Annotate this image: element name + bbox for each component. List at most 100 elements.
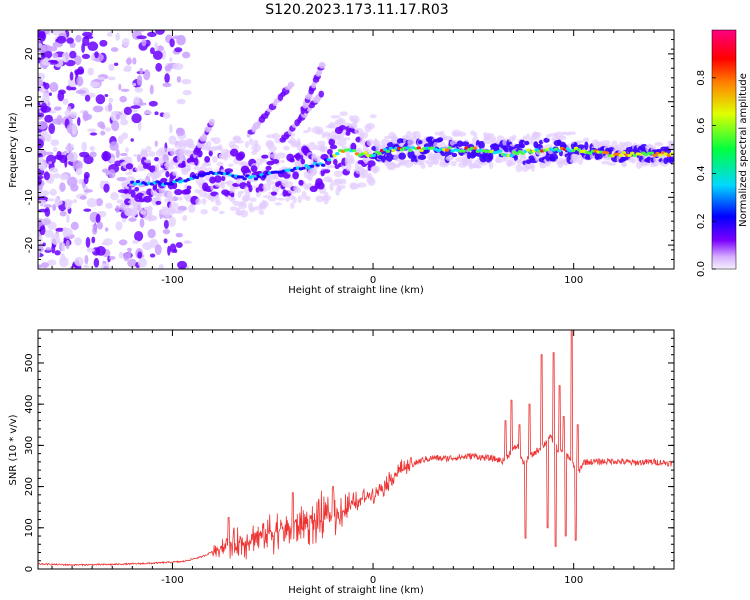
heatmap-noise-blob	[173, 248, 178, 253]
heatmap-noise-blob	[139, 218, 145, 228]
heatmap-band-blob	[669, 156, 674, 162]
heatmap-noise-blob	[164, 73, 170, 84]
heatmap-halo-blob	[276, 152, 286, 159]
heatmap-noise-blob	[95, 198, 104, 207]
heatmap-halo-blob	[297, 195, 303, 204]
heatmap-noise-blob	[111, 120, 120, 132]
heatmap-noise-blob	[39, 225, 46, 236]
colorbar-tick-label: 0.4	[696, 165, 707, 181]
heatmap-core-blob	[301, 166, 306, 170]
heatmap-halo-blob	[490, 136, 497, 142]
heatmap-noise-blob	[49, 82, 59, 93]
heatmap-band-blob	[329, 144, 338, 150]
heatmap-noise-blob	[44, 229, 54, 238]
heatmap-noise-blob	[181, 51, 191, 59]
heatmap-halo-blob	[339, 178, 347, 185]
heatmap-noise-blob	[49, 167, 59, 173]
colorbar-label: Normalized spectral amplitude	[738, 73, 749, 227]
heatmap-noise-blob	[116, 176, 128, 182]
heatmap-halo-blob	[530, 163, 535, 172]
heatmap-halo-blob	[495, 155, 505, 163]
heatmap-core-blob	[250, 174, 256, 178]
x-tick-label: 0	[370, 575, 376, 586]
heatmap-noise-blob	[115, 205, 120, 213]
heatmap-noise-blob	[79, 195, 87, 200]
heatmap-halo-blob	[307, 177, 313, 181]
heatmap-band-blob	[237, 151, 246, 160]
heatmap-halo-blob	[177, 196, 184, 201]
heatmap-halo-blob	[229, 206, 238, 212]
heatmap-noise-blob	[38, 78, 44, 88]
heatmap-noise-blob	[147, 31, 157, 38]
heatmap-noise-blob	[40, 106, 52, 113]
heatmap-halo-blob	[125, 171, 133, 176]
heatmap-halo-blob	[359, 131, 369, 139]
heatmap-halo-blob	[201, 197, 207, 205]
heatmap-noise-blob	[94, 51, 99, 59]
heatmap-halo-blob	[145, 145, 152, 153]
heatmap-halo-blob	[325, 164, 335, 169]
heatmap-halo-blob	[140, 149, 148, 158]
heatmap-noise-blob	[77, 117, 81, 126]
heatmap-band-blob	[270, 191, 278, 196]
heatmap-core-blob	[309, 164, 315, 168]
heatmap-band-blob	[398, 152, 406, 160]
heatmap-band-blob	[272, 159, 280, 164]
heatmap-halo-blob	[444, 162, 451, 166]
heatmap-halo-blob	[315, 126, 324, 136]
heatmap-halo-blob	[133, 153, 138, 157]
heatmap-core-blob	[405, 146, 410, 150]
heatmap-noise-blob	[119, 113, 127, 121]
heatmap-noise-blob	[48, 59, 58, 63]
heatmap-core-blob	[189, 177, 194, 181]
x-tick-label: 100	[564, 275, 583, 286]
heatmap-core-blob	[408, 148, 413, 152]
heatmap-halo-blob	[249, 197, 257, 203]
heatmap-halo-blob	[224, 149, 232, 159]
heatmap-halo-blob	[413, 130, 421, 140]
heatmap-halo-blob	[232, 186, 239, 190]
heatmap-noise-blob	[104, 227, 109, 232]
heatmap-noise-blob	[92, 105, 104, 113]
heatmap-halo-blob	[512, 134, 517, 141]
heatmap-band-blob	[594, 152, 603, 160]
heatmap-halo-blob	[285, 195, 290, 203]
heatmap-noise-blob	[43, 82, 50, 90]
heatmap-noise-blob	[110, 191, 119, 201]
heatmap-noise-blob	[54, 250, 61, 256]
heatmap-halo-blob	[184, 168, 190, 172]
heatmap-halo-blob	[239, 209, 249, 218]
heatmap-noise-blob	[142, 241, 153, 251]
heatmap-noise-blob	[43, 171, 51, 181]
heatmap-band-blob	[130, 189, 136, 198]
heatmap-noise-blob	[38, 115, 42, 121]
heatmap-halo-blob	[296, 138, 301, 147]
y-tick-label: 0	[24, 566, 35, 572]
heatmap-noise-blob	[66, 176, 78, 187]
heatmap-core-blob	[526, 148, 531, 152]
heatmap-noise-blob	[59, 252, 66, 264]
heatmap-noise-blob	[123, 252, 130, 262]
heatmap-noise-blob	[89, 81, 101, 88]
heatmap-halo-blob	[544, 144, 554, 148]
heatmap-noise-blob	[50, 139, 60, 147]
heatmap-band-blob	[300, 158, 306, 165]
heatmap-halo-blob	[176, 155, 184, 162]
heatmap-noise-blob	[59, 210, 67, 217]
heatmap-core-blob	[385, 149, 391, 153]
heatmap-halo-blob	[228, 163, 234, 167]
x-tick-label: -100	[161, 575, 184, 586]
heatmap-noise-blob	[65, 239, 70, 250]
colorbar	[712, 30, 736, 269]
heatmap-band-blob	[503, 147, 510, 153]
heatmap-halo-blob	[280, 159, 285, 164]
heatmap-noise-blob	[174, 47, 183, 53]
heatmap-band-blob	[154, 157, 160, 162]
heatmap-noise-blob	[169, 57, 173, 63]
heatmap-halo-blob	[294, 187, 302, 193]
heatmap-halo-blob	[336, 138, 347, 147]
heatmap-halo-blob	[152, 170, 162, 179]
heatmap-noise-blob	[137, 257, 147, 268]
snr-line-plot	[38, 330, 674, 567]
